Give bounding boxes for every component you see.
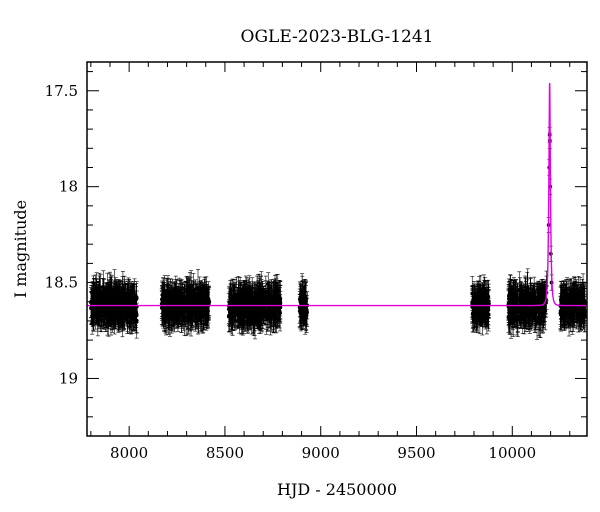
x-tick-label: 8500 (206, 444, 244, 462)
data-point (159, 291, 164, 325)
plot-frame (86, 61, 588, 437)
data-point (182, 280, 187, 315)
data-point (185, 281, 190, 319)
y-tick-label: 18 (59, 178, 78, 196)
data-point (119, 293, 124, 324)
model-curve (87, 83, 587, 307)
chart-title: OGLE-2023-BLG-1241 (241, 27, 434, 47)
data-point (89, 291, 94, 325)
data-point (100, 285, 105, 322)
data-point (128, 282, 133, 318)
x-tick-label: 10000 (488, 444, 536, 462)
y-tick-label: 17.5 (45, 82, 78, 100)
data-point (113, 281, 118, 313)
data-point (95, 293, 100, 332)
data-point (132, 297, 137, 328)
data-point (108, 304, 113, 336)
data-point (163, 296, 168, 334)
data-point (203, 286, 208, 315)
x-tick-label: 9000 (302, 444, 340, 462)
data-point (173, 282, 178, 322)
data-layer (88, 126, 588, 340)
axis-tick-labels: 8000 8500 9000 9500 10000 17.5 18 18.5 19 (45, 82, 537, 462)
x-tick-label: 9500 (397, 444, 435, 462)
x-tick-label: 8000 (110, 444, 148, 462)
data-point (97, 278, 102, 316)
data-point (106, 288, 111, 327)
y-tick-label: 19 (59, 369, 78, 387)
data-point (107, 281, 112, 315)
y-tick-label: 18.5 (45, 274, 78, 292)
data-point (198, 281, 203, 320)
y-axis-label: I magnitude (11, 200, 30, 298)
data-point (179, 287, 184, 318)
x-axis-label: HJD - 2450000 (277, 480, 397, 499)
axis-ticks (87, 62, 587, 437)
data-point (122, 275, 127, 314)
data-point (125, 285, 130, 319)
